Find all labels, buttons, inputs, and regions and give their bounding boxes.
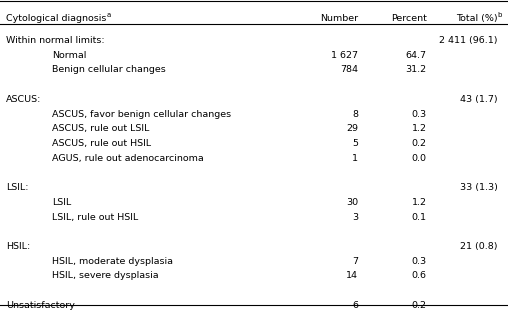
Text: 6: 6 xyxy=(352,301,358,310)
Text: Within normal limits:: Within normal limits: xyxy=(6,36,105,45)
Text: b: b xyxy=(498,12,502,18)
Text: 2 411 (96.1): 2 411 (96.1) xyxy=(439,36,498,45)
Text: HSIL:: HSIL: xyxy=(6,242,30,251)
Text: 0.3: 0.3 xyxy=(411,257,427,266)
Text: 21 (0.8): 21 (0.8) xyxy=(460,242,498,251)
Text: Benign cellular changes: Benign cellular changes xyxy=(52,65,166,74)
Text: 5: 5 xyxy=(352,139,358,148)
Text: Unsatisfactory: Unsatisfactory xyxy=(6,301,75,310)
Text: LSIL:: LSIL: xyxy=(6,183,28,192)
Text: 0.2: 0.2 xyxy=(411,139,427,148)
Text: 8: 8 xyxy=(352,110,358,119)
Text: 30: 30 xyxy=(346,198,358,207)
Text: Normal: Normal xyxy=(52,51,86,60)
Text: Total (%): Total (%) xyxy=(456,14,498,23)
Text: 33 (1.3): 33 (1.3) xyxy=(460,183,498,192)
Text: HSIL, moderate dysplasia: HSIL, moderate dysplasia xyxy=(52,257,173,266)
Text: 7: 7 xyxy=(352,257,358,266)
Text: Number: Number xyxy=(320,14,358,23)
Text: 1.2: 1.2 xyxy=(411,124,427,133)
Text: HSIL, severe dysplasia: HSIL, severe dysplasia xyxy=(52,271,158,280)
Text: 0.2: 0.2 xyxy=(411,301,427,310)
Text: 0.0: 0.0 xyxy=(411,154,427,163)
Text: 0.3: 0.3 xyxy=(411,110,427,119)
Text: 14: 14 xyxy=(346,271,358,280)
Text: 784: 784 xyxy=(340,65,358,74)
Text: ASCUS, favor benign cellular changes: ASCUS, favor benign cellular changes xyxy=(52,110,231,119)
Text: 64.7: 64.7 xyxy=(406,51,427,60)
Text: ASCUS, rule out HSIL: ASCUS, rule out HSIL xyxy=(52,139,151,148)
Text: 0.1: 0.1 xyxy=(411,213,427,222)
Text: 29: 29 xyxy=(346,124,358,133)
Text: LSIL: LSIL xyxy=(52,198,71,207)
Text: LSIL, rule out HSIL: LSIL, rule out HSIL xyxy=(52,213,138,222)
Text: Cytological diagnosis: Cytological diagnosis xyxy=(6,14,107,23)
Text: 1.2: 1.2 xyxy=(411,198,427,207)
Text: ASCUS, rule out LSIL: ASCUS, rule out LSIL xyxy=(52,124,149,133)
Text: AGUS, rule out adenocarcinoma: AGUS, rule out adenocarcinoma xyxy=(52,154,204,163)
Text: 1 627: 1 627 xyxy=(331,51,358,60)
Text: 0.6: 0.6 xyxy=(411,271,427,280)
Text: 1: 1 xyxy=(352,154,358,163)
Text: 3: 3 xyxy=(352,213,358,222)
Text: Percent: Percent xyxy=(391,14,427,23)
Text: a: a xyxy=(107,12,111,18)
Text: 43 (1.7): 43 (1.7) xyxy=(460,95,498,104)
Text: 31.2: 31.2 xyxy=(405,65,427,74)
Text: ASCUS:: ASCUS: xyxy=(6,95,42,104)
